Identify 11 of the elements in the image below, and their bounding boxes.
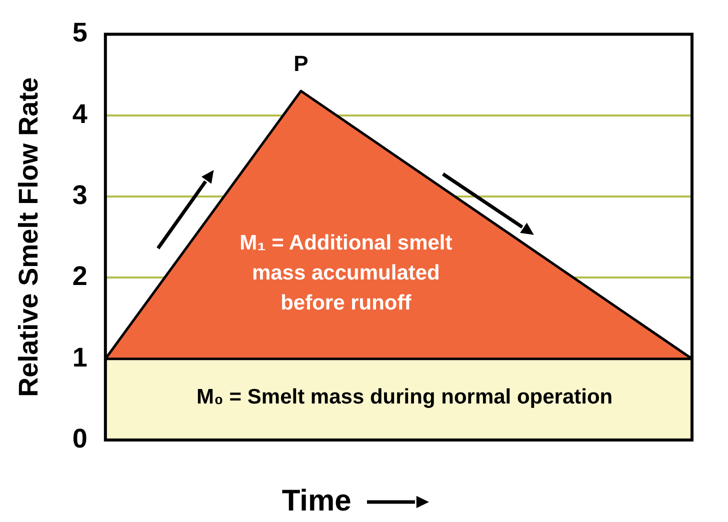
- y-axis-title: Relative Smelt Flow Rate: [14, 77, 44, 397]
- y-tick-label: 4: [72, 98, 88, 129]
- annotation: P: [294, 51, 308, 76]
- y-tick-label: 2: [72, 261, 88, 292]
- y-tick-label: 0: [72, 423, 88, 454]
- annotation: M₀ = Smelt mass during normal operation: [196, 386, 613, 409]
- annotation: M₁ = Additional smelt mass accumulated before runoff: [240, 231, 452, 314]
- x-axis-title: Time: [282, 484, 352, 518]
- y-tick-label: 3: [72, 180, 88, 210]
- y-tick-label: 5: [72, 18, 88, 48]
- y-tick-label: 1: [72, 342, 88, 372]
